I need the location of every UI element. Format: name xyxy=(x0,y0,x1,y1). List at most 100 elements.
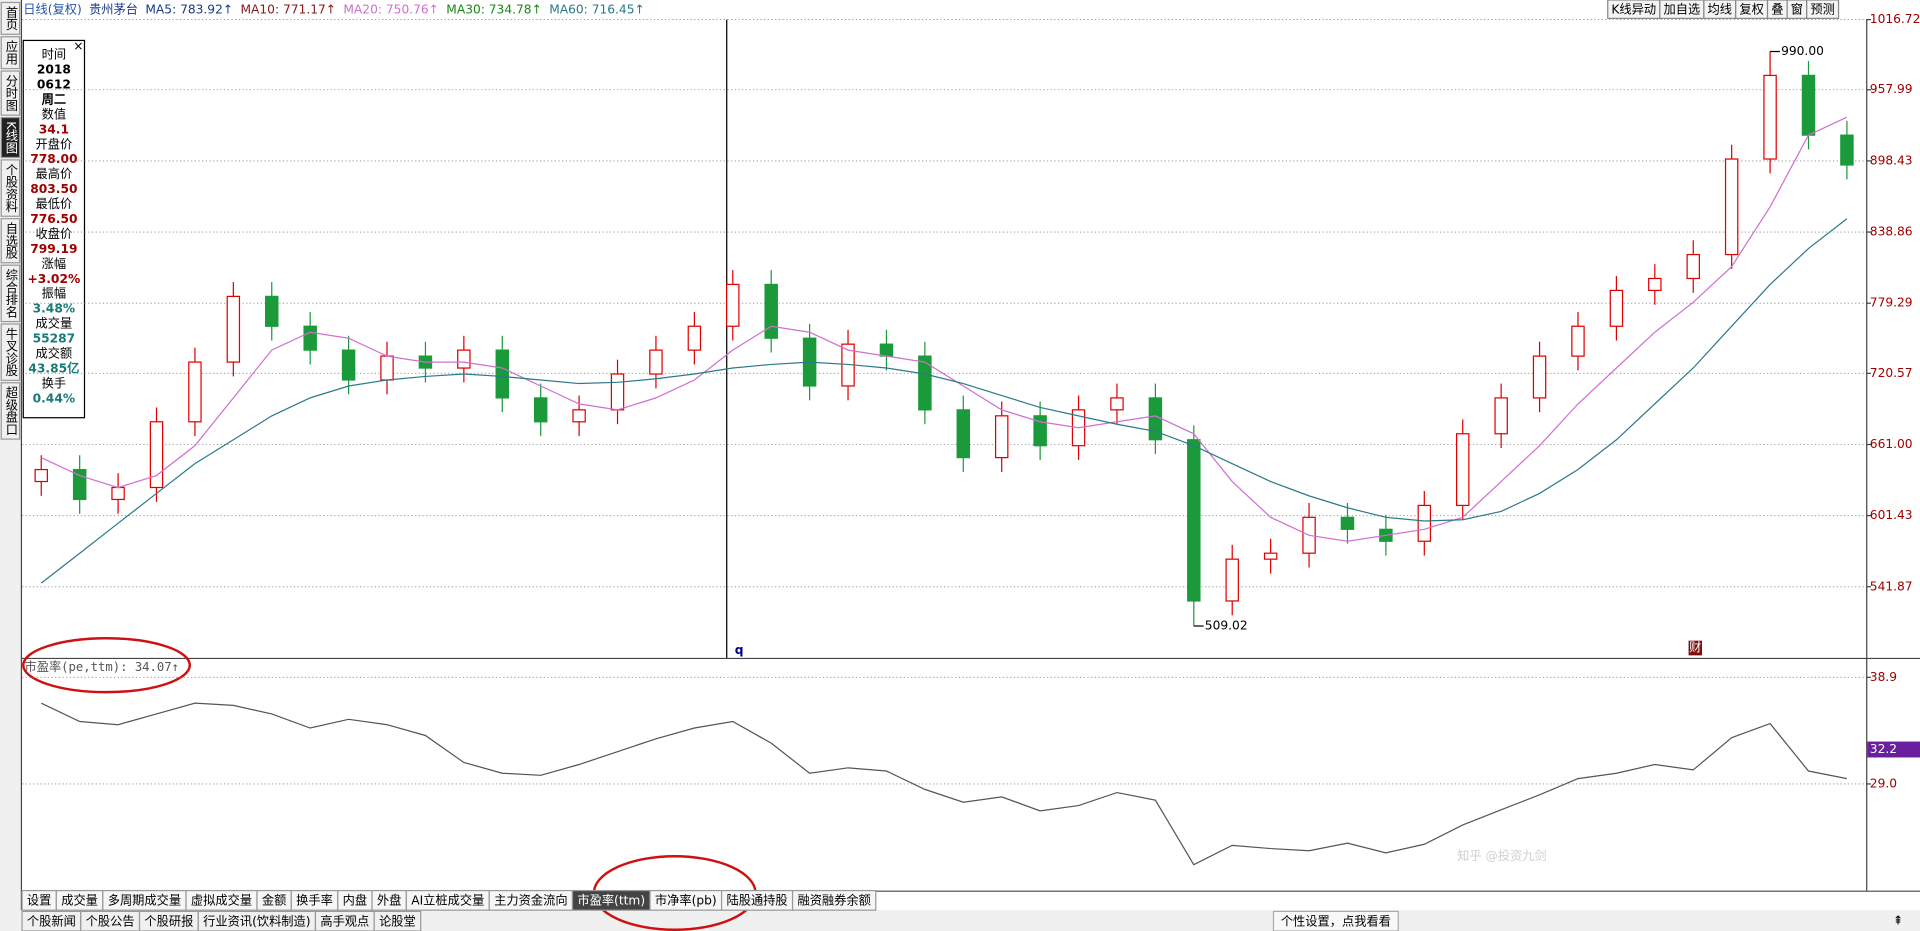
bottom-link-label[interactable]: 论股堂 xyxy=(379,914,416,928)
indicator-tab[interactable] xyxy=(791,889,877,911)
sidebar-label[interactable]: 首页 xyxy=(4,6,18,31)
indicator-legend: 市盈率(pe,ttm): 34.07↑ xyxy=(24,659,179,674)
sidebar-item[interactable] xyxy=(0,36,21,70)
candle-body xyxy=(1686,253,1700,280)
sidebar-label[interactable]: 超级盘口 xyxy=(4,385,18,435)
sidebar-item[interactable] xyxy=(0,382,21,440)
indicator-tab-label[interactable]: 市盈率(ttm) xyxy=(577,892,645,907)
bottom-link-label[interactable]: 高手观点 xyxy=(320,913,369,928)
sidebar-label[interactable]: 自选股 xyxy=(4,222,18,259)
info-label: 数值 xyxy=(42,106,66,121)
info-box xyxy=(22,39,86,419)
bottom-link-label[interactable]: 个股公告 xyxy=(86,914,135,928)
info-value: 周二 xyxy=(42,92,66,106)
candle-body xyxy=(1110,397,1124,411)
candle-body xyxy=(610,373,625,411)
indicator-tab-label[interactable]: 市净率(pb) xyxy=(655,892,717,907)
indicator-tab-label[interactable]: 虚拟成交量 xyxy=(191,892,252,907)
info-value: 803.50 xyxy=(30,182,77,196)
info-label: 开盘价 xyxy=(36,136,73,151)
candle-body xyxy=(457,349,471,369)
sidebar-label[interactable]: 应用 xyxy=(4,39,18,65)
bottom-link-label[interactable]: 行业资讯(饮料制造) xyxy=(203,914,310,928)
sidebar-item[interactable] xyxy=(0,70,21,116)
candle-body xyxy=(918,355,932,411)
candle-body xyxy=(533,397,548,423)
candle-body xyxy=(188,361,202,423)
indicator-tab-label[interactable]: 金额 xyxy=(262,892,286,907)
candle-body xyxy=(149,421,164,489)
sidebar-item[interactable] xyxy=(0,323,21,381)
indicator-tab-label[interactable]: 陆股通持股 xyxy=(726,892,787,907)
header-label: MA20: 750.76↑ xyxy=(343,2,439,16)
series-line xyxy=(41,702,1848,866)
candle-body xyxy=(303,325,317,351)
toolbar-button-label[interactable]: K线异动 xyxy=(1611,2,1656,16)
toolbar-button-label[interactable]: 复权 xyxy=(1739,2,1763,16)
highlight-ellipse xyxy=(22,637,192,694)
info-value: 43.85亿 xyxy=(28,360,79,375)
y-tick-label: 541.87 xyxy=(1870,579,1913,593)
y-tick-label: 601.43 xyxy=(1870,508,1913,522)
toolbar-button-label[interactable]: 加自选 xyxy=(1664,2,1701,16)
sidebar-item[interactable] xyxy=(0,159,21,217)
sidebar-item[interactable] xyxy=(0,116,21,159)
candle-body xyxy=(380,355,394,381)
indicator-tab-label[interactable]: 多周期成交量 xyxy=(108,892,181,907)
candle-body xyxy=(687,325,702,351)
candle-body xyxy=(1033,415,1047,447)
indicator-tab-label[interactable]: 融资融券余额 xyxy=(797,892,870,907)
info-label: 收盘价 xyxy=(36,226,73,241)
indicator-tab-label[interactable]: 内盘 xyxy=(343,892,367,907)
candle-body xyxy=(879,343,894,357)
series-line xyxy=(41,116,1848,542)
info-label: 换手 xyxy=(42,376,66,390)
sidebar-label[interactable]: 分时图 xyxy=(4,74,18,111)
candle-body xyxy=(1801,74,1816,136)
pin-icon-glyph[interactable]: ⇞ xyxy=(1893,914,1903,928)
info-label: 成交额 xyxy=(36,346,73,361)
y-tick-label: 661.00 xyxy=(1870,437,1913,451)
header-label: MA5: 783.92↑ xyxy=(145,2,233,16)
annotation-label: 990.00 xyxy=(1781,44,1824,58)
sidebar-label[interactable]: 个股资料 xyxy=(4,163,18,212)
bottom-link-label[interactable]: 个股研报 xyxy=(144,913,193,928)
info-value: 3.48% xyxy=(33,302,75,316)
indicator-tab-label[interactable]: 外盘 xyxy=(377,892,401,907)
toolbar-button-label[interactable]: 预测 xyxy=(1810,2,1834,16)
bottom-link[interactable] xyxy=(373,910,422,931)
indicator-tab-label[interactable]: 主力资金流向 xyxy=(494,892,567,907)
bottom-link-label[interactable]: 个股新闻 xyxy=(27,913,76,928)
info-close[interactable]: × xyxy=(73,39,83,53)
candle-body xyxy=(1187,439,1201,602)
annotation-label: 509.02 xyxy=(1205,619,1248,633)
toolbar-button-label[interactable]: 均线 xyxy=(1708,2,1732,16)
toolbar-button[interactable] xyxy=(1806,0,1840,19)
toolbar-button-label[interactable]: 窗 xyxy=(1791,2,1803,16)
sidebar-label[interactable]: 综合排名 xyxy=(4,269,18,318)
candle-body xyxy=(1763,74,1777,160)
info-label: 最高价 xyxy=(36,166,73,181)
candle-body xyxy=(495,349,510,399)
indicator-tab-label[interactable]: 换手率 xyxy=(296,892,333,907)
sidebar-item[interactable] xyxy=(0,1,21,35)
info-value: 776.50 xyxy=(30,212,77,226)
toolbar-button-label[interactable]: 叠 xyxy=(1771,2,1783,16)
sidebar-label[interactable]: K线图 xyxy=(4,121,18,154)
info-label: 最低价 xyxy=(36,197,73,211)
y-tick-label: 720.57 xyxy=(1870,366,1913,380)
info-value: 2018 xyxy=(37,63,71,77)
sidebar-item[interactable] xyxy=(0,218,21,264)
info-label: 成交量 xyxy=(36,316,73,331)
tooltip[interactable]: 个性设置，点我看看 xyxy=(1281,914,1391,928)
sidebar-label[interactable]: 牛叉诊股 xyxy=(4,326,18,377)
indicator-tab-label[interactable]: 成交量 xyxy=(61,892,98,907)
indicator-tab-label[interactable]: AI立桩成交量 xyxy=(411,892,484,907)
info-value: 55287 xyxy=(33,332,76,346)
candle-body xyxy=(726,283,740,327)
sidebar-item[interactable] xyxy=(0,264,21,323)
pin-icon[interactable] xyxy=(1883,911,1913,930)
indicator-tab-label[interactable]: 设置 xyxy=(27,893,51,907)
